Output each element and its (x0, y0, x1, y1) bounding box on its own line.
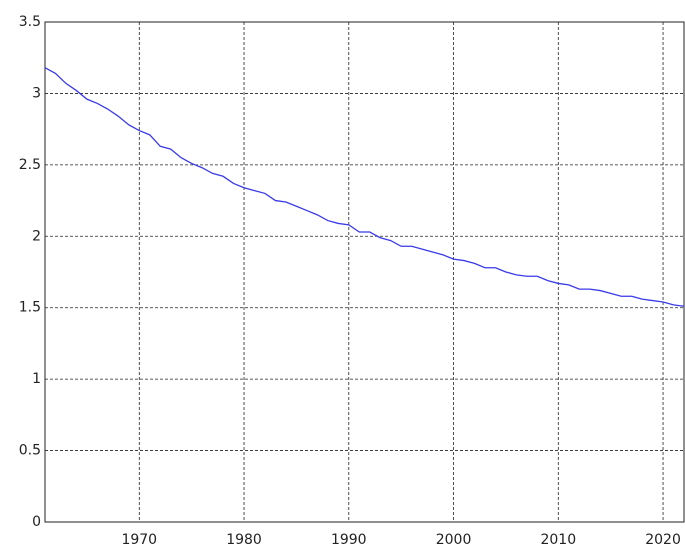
y-tick-label: 3.5 (19, 14, 41, 30)
y-tick-label: 1.5 (19, 300, 41, 316)
x-tick-label: 1980 (226, 532, 262, 547)
y-tick-label: 3 (32, 85, 41, 101)
y-tick-label: 1 (32, 371, 41, 387)
x-tick-label: 1970 (121, 532, 157, 547)
y-tick-label: 0.5 (19, 443, 41, 459)
y-tick-label: 2.5 (19, 157, 41, 173)
x-tick-label: 2010 (540, 532, 576, 547)
x-tick-label: 2000 (436, 532, 472, 547)
x-tick-label: 1990 (331, 532, 367, 547)
plot-frame (44, 21, 685, 523)
y-tick-label: 0 (32, 514, 41, 530)
y-tick-label: 2 (32, 228, 41, 244)
data-line (44, 67, 685, 307)
x-tick-label: 2020 (645, 532, 681, 547)
